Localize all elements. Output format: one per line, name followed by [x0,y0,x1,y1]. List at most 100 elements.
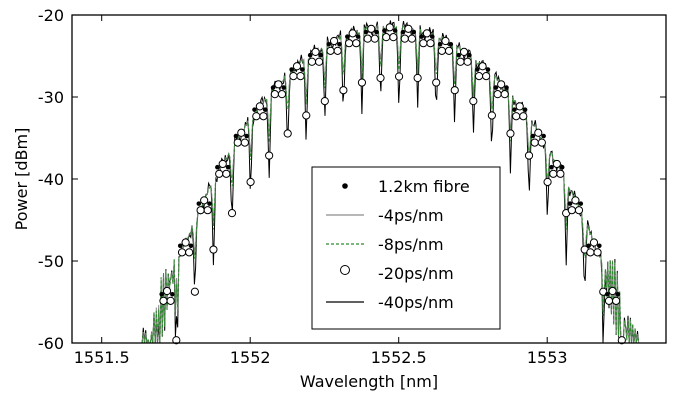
marker-dot [270,85,276,90]
marker-circle-dip [469,97,478,106]
marker-circle [459,47,469,57]
legend-label: -40ps/nm [378,293,454,312]
marker-circle-dip [357,78,367,87]
marker-circle [589,238,599,247]
marker-circle [493,90,502,99]
legend-label: -20ps/nm [378,264,454,283]
marker-circle [512,112,521,121]
marker-circle [593,248,602,257]
y-axis-label: Power [dBm] [12,128,31,231]
marker-circle [222,169,231,178]
marker-circle [574,206,584,215]
marker-circle [478,62,487,71]
marker-dot [225,164,231,170]
marker-dot [307,52,313,58]
marker-circle [277,90,287,99]
marker-dot [467,52,472,58]
marker-circle-dip [376,73,385,83]
marker-circle [185,248,194,257]
marker-circle [315,57,324,66]
marker-circle [463,57,472,66]
marker-circle [567,206,576,215]
marker-circle [482,72,491,81]
legend-label: -8ps/nm [378,235,444,254]
marker-circle [367,24,376,33]
marker-dot [207,201,212,206]
marker-dot [586,243,591,249]
marker-circle [326,46,335,55]
legend-symbol-dot [342,183,348,189]
marker-dot [337,41,342,47]
marker-circle [497,80,506,89]
marker-circle [500,90,509,99]
marker-circle [270,90,279,99]
marker-circle-dip [283,129,292,138]
marker-dot [559,164,565,170]
marker-circle [259,112,268,121]
marker-circle [274,80,283,89]
marker-dot [170,291,175,297]
marker-dot [549,164,554,170]
marker-circle-dip [320,97,329,106]
marker-dot [456,52,461,58]
marker-circle [604,296,614,305]
marker-dot [196,201,202,206]
marker-dot [374,29,379,35]
marker-circle [444,46,454,55]
marker-dot [215,164,220,170]
marker-circle-dip [487,111,496,120]
x-tick-label: 1552 [230,348,271,367]
marker-circle [537,138,546,147]
legend-symbol-circle [340,265,350,275]
marker-dot [262,107,268,112]
marker-circle [296,72,305,81]
marker-circle [240,138,249,147]
marker-circle [307,57,317,66]
marker-circle-dip [246,177,255,187]
marker-dot [382,28,387,33]
marker-circle [419,39,428,48]
marker-circle [530,138,539,147]
marker-circle-dip [339,86,348,95]
marker-circle [333,46,342,55]
marker-dot [615,291,621,297]
marker-dot [326,41,332,47]
marker-circle [215,169,224,178]
marker-circle [437,46,447,55]
marker-circle [426,39,435,48]
marker-circle [345,39,354,48]
marker-dot [188,243,194,249]
marker-dot [281,85,287,90]
marker-dot [474,67,480,72]
marker-circle [255,102,264,111]
marker-dot [419,34,424,39]
marker-circle-dip [413,73,422,83]
y-tick-label: -60 [38,334,64,353]
marker-circle [159,296,168,305]
legend-label: 1.2km fibre [378,177,470,196]
marker-dot [448,41,454,47]
marker-circle [474,72,484,81]
marker-circle [233,138,242,147]
plot-markers [159,23,626,345]
legend-label: -4ps/nm [378,206,444,225]
marker-dot [177,243,183,249]
marker-circle [237,128,246,137]
marker-circle [203,206,212,215]
marker-circle [352,39,361,48]
marker-circle-dip [302,111,311,120]
marker-dot [392,28,398,33]
marker-circle [162,286,172,296]
marker-circle-dip [265,151,274,160]
marker-circle-dip [172,336,181,345]
marker-dot [429,34,435,39]
marker-dot [318,52,324,58]
marker-circle-dip [506,129,515,138]
marker-circle [400,34,409,43]
x-tick-label: 1553 [527,348,568,367]
marker-circle [385,23,394,32]
marker-circle [549,169,558,178]
marker-circle-dip [617,336,626,345]
marker-dot [233,133,239,139]
